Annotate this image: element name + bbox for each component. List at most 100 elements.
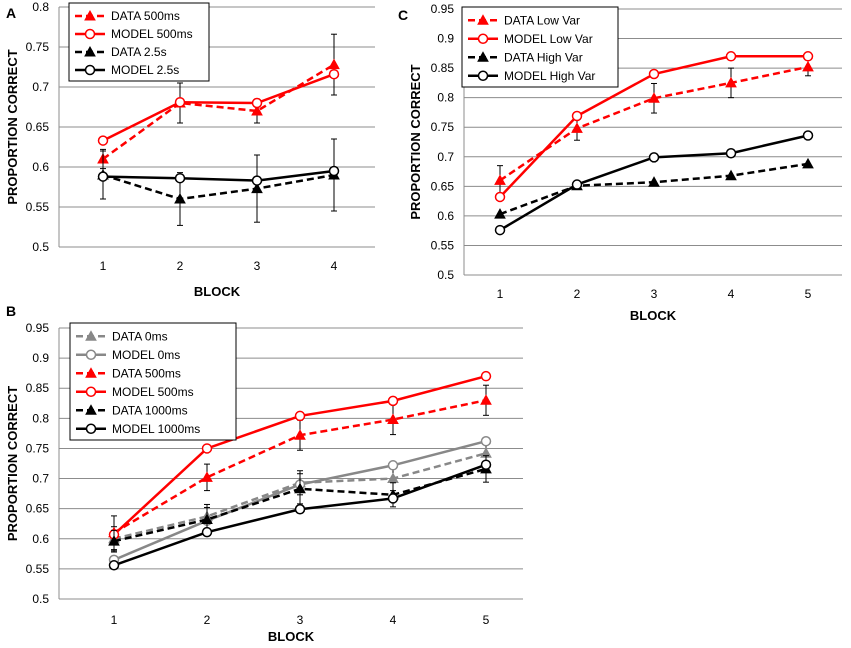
data-point — [480, 394, 492, 405]
legend-label: MODEL Low Var — [504, 32, 593, 46]
data-point — [251, 104, 263, 116]
data-point — [648, 92, 660, 103]
legend-marker — [85, 404, 97, 415]
legend-marker — [85, 349, 97, 360]
x-tick-label: 4 — [728, 287, 735, 301]
x-tick-label: 3 — [651, 287, 658, 301]
legend-label: DATA Low Var — [504, 13, 580, 27]
data-point — [494, 208, 506, 219]
data-point — [174, 96, 186, 108]
panel-label-a: A — [6, 5, 16, 21]
series-model-500ms — [97, 68, 340, 146]
data-point — [251, 97, 263, 109]
y-tick-label: 0.75 — [431, 120, 455, 134]
legend-label: DATA 500ms — [111, 9, 180, 23]
series-data-2-5s — [97, 138, 340, 226]
legend-label: DATA 0ms — [112, 329, 168, 343]
data-point — [294, 429, 306, 440]
y-tick-label: 0.55 — [431, 238, 455, 252]
data-point — [802, 157, 814, 169]
data-point — [802, 130, 814, 141]
legend-marker — [84, 64, 96, 76]
data-point — [108, 560, 120, 571]
y-tick-label: 0.85 — [26, 381, 50, 395]
y-tick-label: 0.6 — [32, 532, 49, 546]
legend-b: DATA 0ms MODEL 0ms DATA 500ms MODEL 500ms DA… — [69, 322, 237, 441]
x-axis-title: BLOCK — [268, 629, 315, 644]
series-line — [499, 65, 809, 182]
data-point — [201, 443, 213, 454]
series-line — [102, 63, 335, 161]
x-tick-label: 1 — [111, 613, 118, 627]
data-point — [328, 165, 340, 177]
data-point — [97, 171, 109, 182]
y-tick-label: 0.6 — [32, 160, 49, 174]
data-point — [571, 122, 583, 133]
y-tick-label: 0.9 — [32, 351, 49, 365]
data-point — [328, 68, 340, 80]
series-model-2-5s — [97, 165, 340, 186]
data-point — [294, 482, 306, 494]
legend-box — [461, 6, 619, 88]
legend-marker — [477, 70, 489, 81]
panel-b: B 0.5 0.55 0.6 0.65 0.7 0.75 0.8 0.85 0.9 0.95 1 2 3 4… — [5, 303, 523, 644]
x-tick-label: 4 — [390, 613, 397, 627]
legend-label: DATA 1000ms — [112, 403, 188, 417]
y-tick-label: 0.95 — [26, 321, 50, 335]
x-axis-title: BLOCK — [194, 284, 241, 299]
data-point — [480, 459, 492, 470]
x-tick-label: 4 — [331, 259, 338, 273]
legend-marker — [477, 51, 489, 62]
legend-marker — [85, 330, 97, 341]
legend-label: DATA 500ms — [112, 366, 181, 380]
data-point — [251, 182, 263, 194]
x-tick-label: 2 — [177, 259, 184, 273]
data-point — [480, 435, 492, 447]
panel-a: A 0.5 0.55 0.6 0.65 0.7 0.75 0.8 1 2 3 4 BLOCK PROPOR… — [5, 0, 375, 299]
y-tick-label: 0.55 — [26, 200, 50, 214]
y-tick-label: 0.95 — [431, 2, 455, 16]
legend-marker — [84, 45, 96, 57]
series-model-500ms — [108, 370, 492, 540]
x-tick-label: 2 — [574, 287, 581, 301]
data-point — [494, 224, 506, 236]
series-line — [113, 452, 487, 540]
y-axis-title: PROPORTION CORRECT — [5, 49, 20, 204]
x-tick-label: 2 — [204, 613, 211, 627]
series-line — [102, 169, 335, 182]
x-tick-label: 3 — [254, 259, 261, 273]
data-point — [387, 460, 399, 471]
legend-label: DATA High Var — [504, 50, 583, 64]
series-model-high-var — [494, 130, 814, 236]
data-point — [108, 535, 120, 546]
y-tick-label: 0.5 — [32, 240, 49, 254]
data-point — [494, 174, 506, 185]
x-tick-label: 1 — [100, 259, 107, 273]
x-tick-label: 3 — [297, 613, 304, 627]
y-tick-label: 0.75 — [26, 441, 50, 455]
data-point — [294, 504, 306, 515]
series-model-low-var — [494, 51, 814, 203]
data-point — [174, 172, 186, 184]
data-point — [387, 493, 399, 504]
y-tick-label: 0.65 — [26, 120, 50, 134]
data-point — [480, 370, 492, 382]
x-axis-title: BLOCK — [630, 308, 677, 323]
series-line — [499, 162, 809, 216]
legend-marker — [477, 14, 489, 25]
data-point — [802, 51, 814, 62]
panel-label-b: B — [6, 303, 16, 319]
x-tick-label: 1 — [497, 287, 504, 301]
legend-marker — [85, 367, 97, 378]
data-point — [571, 110, 583, 122]
data-point — [328, 58, 340, 70]
data-point — [174, 192, 186, 204]
legend-marker — [84, 9, 96, 21]
y-tick-label: 0.5 — [32, 592, 49, 606]
y-tick-label: 0.65 — [431, 179, 455, 193]
y-tick-label: 0.6 — [437, 209, 454, 223]
data-point — [201, 513, 213, 525]
data-point — [725, 76, 737, 88]
y-tick-label: 0.7 — [32, 472, 49, 486]
x-tick-label: 5 — [805, 287, 812, 301]
